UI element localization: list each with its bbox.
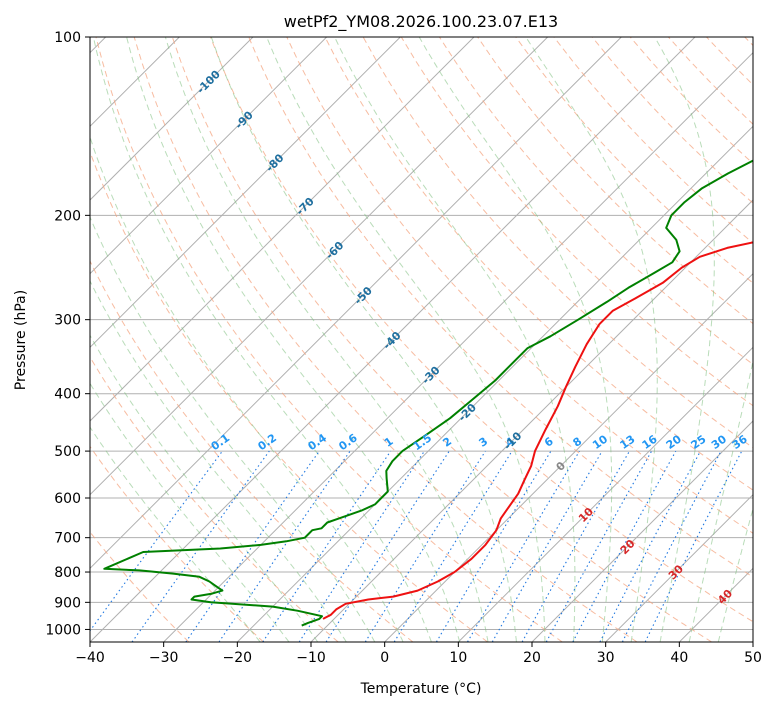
moist-adiabat xyxy=(92,37,432,642)
y-tick-label: 300 xyxy=(54,313,81,329)
isotherm-line xyxy=(90,37,622,570)
dry-adiabat xyxy=(171,37,712,642)
dry-adiabat xyxy=(324,37,753,491)
dry-adiabat xyxy=(515,37,753,284)
x-tick-label: 30 xyxy=(597,650,615,666)
moist-adiabat xyxy=(90,215,376,642)
isotherm-line xyxy=(90,37,401,349)
y-tick-label: 600 xyxy=(54,491,81,507)
y-axis-label: Pressure (hPa) xyxy=(13,290,29,390)
mixing-ratio-line xyxy=(262,450,392,642)
moist-adiabat xyxy=(90,334,319,642)
series-layer xyxy=(103,159,753,627)
moist-adiabat xyxy=(654,37,715,642)
dewpoint-profile-line xyxy=(103,159,753,627)
y-tick-label: 100 xyxy=(54,30,81,46)
dry-adiabat xyxy=(90,445,264,642)
x-tick-label: 0 xyxy=(380,650,389,666)
dry-adiabat xyxy=(286,37,753,534)
moist-adiabat xyxy=(418,37,613,642)
x-axis-label: Temperature (°C) xyxy=(360,681,482,697)
mixing-ratio-line xyxy=(572,450,677,642)
moist-adiabat xyxy=(266,37,546,642)
moist-adiabat xyxy=(688,358,753,642)
temperature-profile-line xyxy=(322,241,753,620)
dry-adiabat xyxy=(95,37,563,642)
x-tick-label: 40 xyxy=(670,650,688,666)
x-tick-label: 20 xyxy=(523,650,541,666)
y-axis: 1000 900 800 700 600 500 400 300 200 100 xyxy=(45,30,90,638)
plot-area xyxy=(90,37,753,642)
mixing-ratio-line xyxy=(435,450,552,642)
isotherm-line xyxy=(384,272,753,642)
mixing-ratio-line xyxy=(467,450,580,642)
mixing-ratio-line xyxy=(599,450,701,642)
x-tick-label: −30 xyxy=(149,650,179,666)
isotherm-line xyxy=(457,346,753,642)
chart-title: wetPf2_YM08.2026.100.23.07.E13 xyxy=(284,12,558,32)
moist-adiabat xyxy=(717,506,753,642)
y-tick-label: 1000 xyxy=(45,622,81,638)
y-tick-label: 700 xyxy=(54,531,81,547)
x-tick-label: −40 xyxy=(75,650,105,666)
isotherm-line xyxy=(90,37,696,642)
isotherm-line xyxy=(531,420,753,642)
moist-adiabat xyxy=(90,426,261,642)
y-tick-label: 400 xyxy=(54,387,81,403)
mixing-ratio-line xyxy=(218,450,351,642)
mixing-ratio-line xyxy=(364,450,486,642)
moist-adiabat xyxy=(164,37,489,642)
y-tick-label: 800 xyxy=(54,565,81,581)
isotherm-line xyxy=(90,37,254,201)
isotherm-line xyxy=(90,37,328,275)
background-lines xyxy=(90,37,753,642)
x-tick-label: 10 xyxy=(449,650,467,666)
moist-adiabat xyxy=(525,37,658,642)
dry-adiabat xyxy=(210,37,753,623)
isotherm-line xyxy=(236,125,753,642)
isotherm-line xyxy=(90,37,475,422)
mixing-ratio-line xyxy=(325,450,450,642)
dry-adiabat xyxy=(90,259,414,642)
moist-adiabat xyxy=(210,37,517,642)
moist-adiabat xyxy=(334,37,576,642)
x-axis: −40 −30 −20 −10 0 10 20 30 40 50 xyxy=(75,642,762,666)
isotherm-line xyxy=(605,493,753,642)
mixing-ratio-line xyxy=(298,450,425,642)
mixing-ratio-line xyxy=(185,450,320,642)
plot-frame xyxy=(89,36,754,643)
x-tick-label: −20 xyxy=(223,650,253,666)
moist-adiabat xyxy=(90,382,290,642)
x-tick-label: 50 xyxy=(744,650,762,666)
y-tick-label: 900 xyxy=(54,595,81,611)
mixing-ratio-line xyxy=(393,450,513,642)
y-tick-label: 200 xyxy=(54,208,81,224)
y-tick-label: 500 xyxy=(54,444,81,460)
dry-adiabat xyxy=(248,37,753,578)
x-tick-label: −10 xyxy=(296,650,326,666)
isotherm-line xyxy=(163,51,753,642)
moist-adiabat xyxy=(90,135,404,642)
isotherm-line xyxy=(90,37,549,496)
